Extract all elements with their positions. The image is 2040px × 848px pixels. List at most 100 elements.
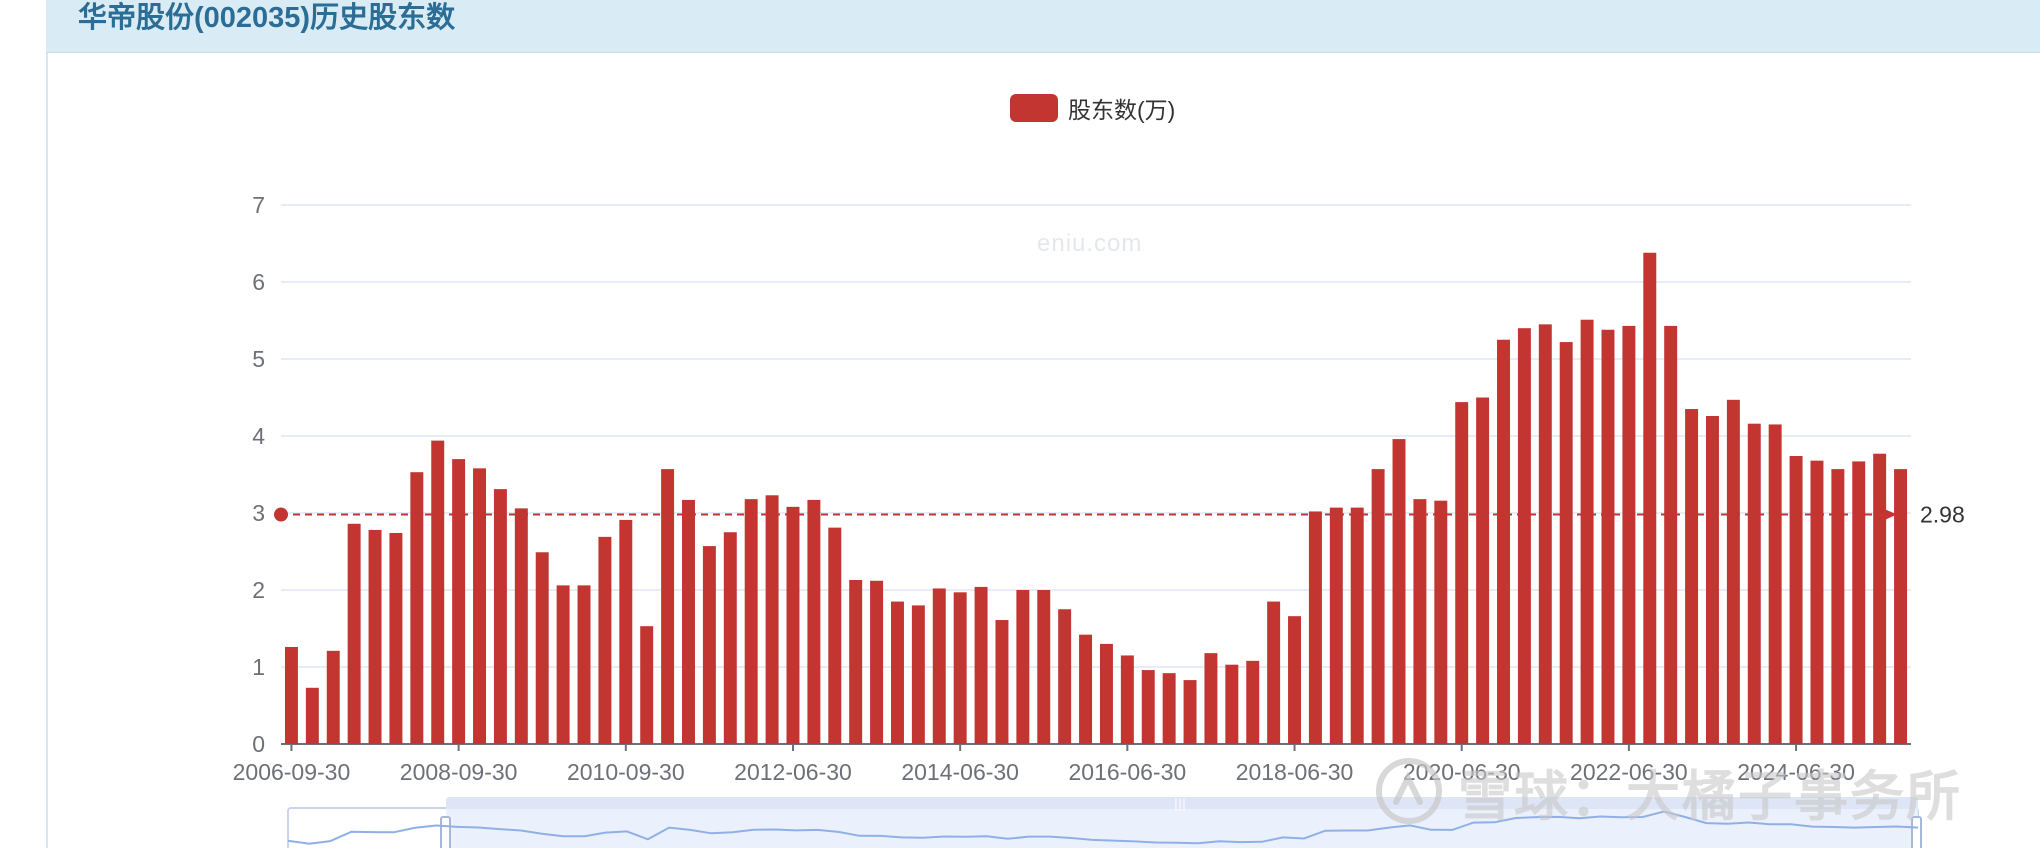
bar[interactable] [1726,399,1740,744]
bar[interactable] [1789,456,1803,744]
bar[interactable] [974,586,988,744]
bar[interactable] [1350,507,1364,744]
y-tick-label: 3 [252,500,265,526]
bar[interactable] [1622,325,1636,744]
x-tick-label: 2016-06-30 [1069,759,1187,785]
bar[interactable] [556,585,570,744]
bar[interactable] [1538,324,1552,744]
bar[interactable] [326,650,340,744]
bar[interactable] [1873,453,1887,744]
bar[interactable] [828,527,842,744]
datazoom-grip-icon[interactable]: ||| [1174,797,1186,811]
bar[interactable] [702,546,716,744]
x-tick-label: 2012-06-30 [734,759,852,785]
legend-swatch [1010,94,1058,122]
bar[interactable] [1037,590,1051,744]
bar[interactable] [1747,423,1761,744]
bar[interactable] [1852,461,1866,744]
bar[interactable] [1476,397,1490,745]
bar[interactable] [1246,660,1260,744]
bar[interactable] [1685,409,1699,744]
bar[interactable] [932,588,946,744]
y-tick-label: 2 [252,577,265,603]
chart-legend[interactable]: 股东数(万) [1010,92,1175,124]
bar[interactable] [452,459,466,744]
bar[interactable] [1392,439,1406,744]
bar[interactable] [368,529,382,744]
bar[interactable] [1455,402,1469,744]
bar[interactable] [410,472,424,744]
bar[interactable] [807,499,821,744]
bar[interactable] [682,499,695,744]
bar[interactable] [1016,590,1030,744]
bar[interactable] [1204,653,1218,744]
brand-text: 雪球：大橘子事务所 [1458,766,1962,827]
bar[interactable] [911,605,925,744]
bar[interactable] [1434,500,1448,744]
bar[interactable] [849,579,863,744]
bar[interactable] [1894,469,1908,744]
bar[interactable] [723,532,737,744]
datazoom-drag-bar[interactable] [446,797,1918,809]
bar[interactable] [1371,469,1385,744]
bar[interactable] [347,523,361,744]
bar[interactable] [1664,325,1678,744]
datazoom-right-handle[interactable] [1911,816,1922,848]
x-tick-label: 2024-06-30 [1737,759,1855,785]
x-tick-label: 2022-06-30 [1570,759,1688,785]
bar[interactable] [535,552,549,744]
bar[interactable] [1413,499,1427,744]
bar[interactable] [1288,616,1302,744]
bar[interactable] [493,489,507,744]
bar[interactable] [473,468,487,744]
average-value-label: 2.98 [1920,502,1965,528]
bar[interactable] [1705,415,1719,744]
bar[interactable] [953,592,967,744]
y-tick-label: 1 [252,654,265,680]
bar[interactable] [1580,319,1594,744]
bar[interactable] [1308,511,1322,744]
bar[interactable] [1643,252,1657,745]
bar[interactable] [1162,673,1176,744]
bar[interactable] [661,469,675,744]
bar[interactable] [744,499,758,744]
x-tick-label: 2018-06-30 [1236,759,1354,785]
bar[interactable] [786,506,800,744]
bar[interactable] [1120,655,1134,744]
page-title: 华帝股份(002035)历史股东数 [78,2,456,34]
bar[interactable] [640,626,654,744]
bar[interactable] [619,519,633,744]
bar[interactable] [1225,664,1239,744]
bar[interactable] [305,687,319,744]
bar[interactable] [890,601,904,744]
bar[interactable] [1267,601,1281,744]
bar[interactable] [577,585,591,744]
bar[interactable] [1141,670,1155,744]
bar[interactable] [1183,680,1197,744]
bar[interactable] [1497,339,1510,744]
bar[interactable] [1559,342,1573,744]
bar[interactable] [1099,643,1113,744]
bar[interactable] [514,508,528,744]
y-tick-label: 6 [252,269,265,295]
bar[interactable] [1601,329,1615,744]
bar[interactable] [765,495,779,744]
y-tick-label: 0 [252,731,265,757]
bar[interactable] [1079,634,1093,744]
bar[interactable] [1831,469,1845,744]
bar[interactable] [1058,609,1072,744]
bar[interactable] [1329,507,1343,744]
panel-header [46,0,2040,53]
bar[interactable] [870,580,884,744]
bar[interactable] [1517,328,1531,744]
bar[interactable] [995,620,1009,744]
datazoom-left-handle[interactable] [440,816,451,848]
bar[interactable] [1810,460,1824,744]
bar[interactable] [389,533,403,744]
bar[interactable] [431,440,445,744]
x-tick-label: 2008-09-30 [400,759,518,785]
bar[interactable] [284,646,298,744]
bar[interactable] [598,536,612,744]
bar[interactable] [1768,424,1782,744]
